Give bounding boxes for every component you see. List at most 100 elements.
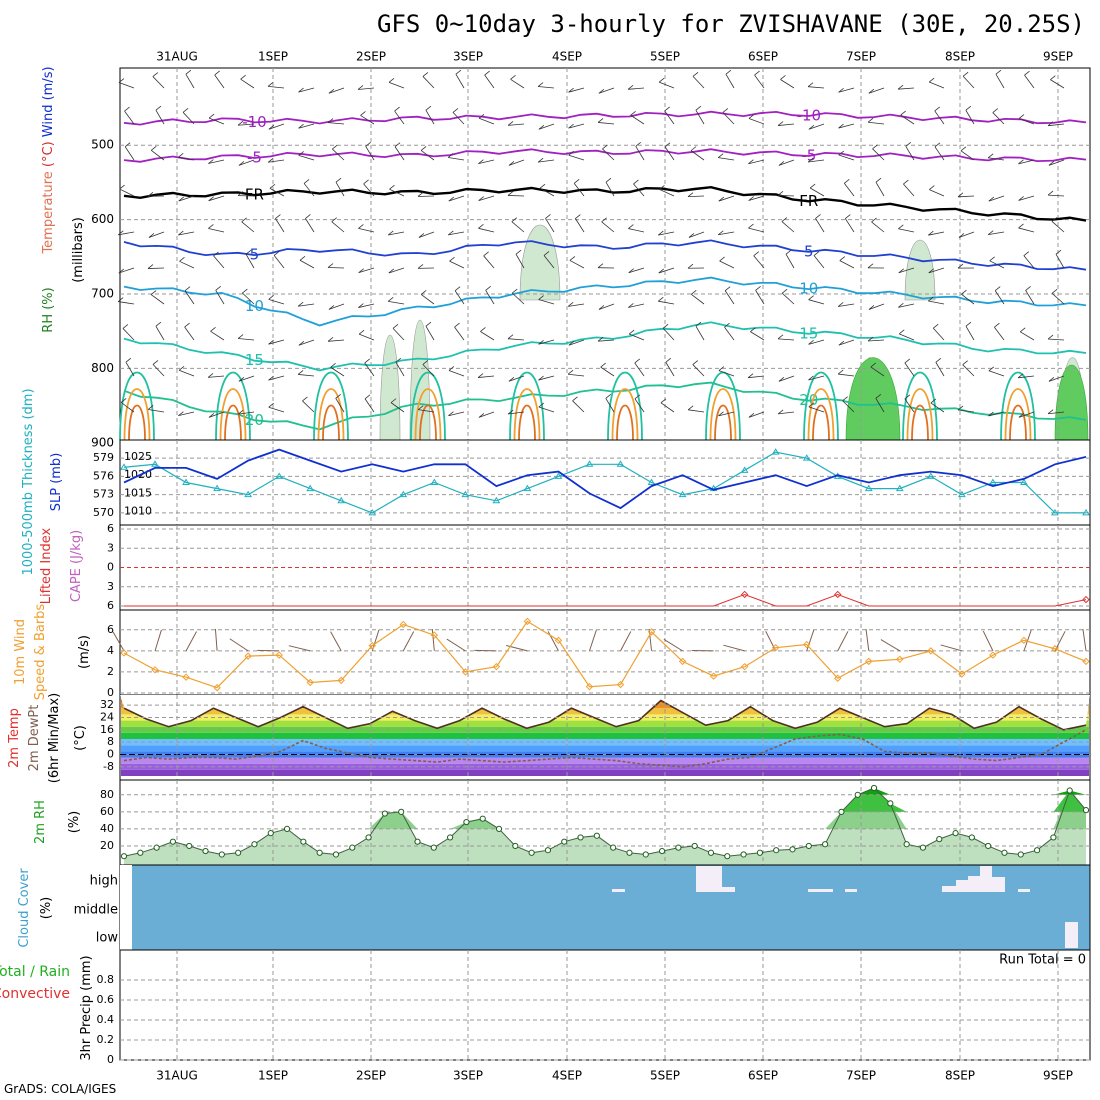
wind-barb — [539, 187, 555, 197]
wind-barb — [808, 86, 825, 89]
wind-barb — [122, 328, 135, 341]
surface-isotherm-loop — [1000, 371, 1036, 441]
isotherm-label: -5 — [801, 146, 816, 164]
surface-wind-barb — [214, 628, 218, 651]
date-label-top: 1SEP — [258, 50, 288, 64]
rh-point — [153, 844, 160, 851]
wind-barb — [568, 303, 585, 307]
wind-barb — [842, 400, 855, 413]
wind-barb-flag — [208, 224, 214, 229]
wind-barb — [478, 411, 495, 418]
wind-barb-flag — [118, 268, 125, 274]
wind-barb-flag — [478, 223, 484, 229]
surface-isotherm-loop — [224, 404, 242, 441]
li-tick-label: 0 — [107, 561, 114, 574]
wind-barb — [785, 253, 795, 269]
wind-speed-point — [275, 651, 283, 659]
wind-speed-point — [958, 670, 966, 678]
pressure-tick-label: 500 — [91, 138, 114, 152]
wind-barb — [394, 110, 405, 125]
wind-barb — [1018, 227, 1035, 233]
wind-barb-flag — [754, 70, 760, 76]
surface-isotherm-loop — [1004, 388, 1032, 441]
wind-speed-point — [616, 680, 625, 689]
wind-barb — [722, 112, 735, 125]
wind-barb-flag — [628, 268, 634, 274]
wind-barb-flag — [298, 87, 304, 93]
wind-barb — [268, 123, 285, 130]
wind-barb-flag — [150, 290, 157, 295]
rh-point — [642, 851, 649, 858]
precip-tick-label: 0 — [107, 1053, 114, 1066]
wind-barb — [778, 411, 795, 415]
wind-speed-point — [1082, 657, 1090, 666]
wind-barb — [813, 255, 825, 269]
isotherm--5 — [123, 148, 1087, 163]
surface-isotherm-loop — [709, 388, 737, 441]
wind-barb — [394, 146, 405, 161]
lifted-index-line — [124, 593, 1087, 607]
wind-barb-flag — [449, 256, 455, 262]
wind-barb-flag — [928, 268, 935, 274]
wind-barb-flag — [179, 257, 185, 262]
wind-barb-flag — [898, 303, 904, 308]
wind-barb-flag — [1023, 251, 1030, 256]
wind-barb-flag — [507, 121, 514, 126]
rh-point — [740, 851, 747, 858]
surface-isotherm-loop — [807, 388, 835, 441]
wind-barb-flag — [302, 396, 308, 402]
wind-barb — [422, 76, 435, 89]
isotherm-5 — [123, 239, 1087, 271]
axis-label-part: Wind (m/s) — [41, 66, 56, 137]
wind-barb-flag — [868, 305, 875, 310]
li-tick-label: 3 — [107, 541, 114, 554]
rh-point — [120, 853, 128, 860]
wind-speed-line — [123, 620, 1087, 689]
wind-barb — [687, 195, 705, 198]
wind-barb-flag — [1017, 373, 1024, 379]
wind-barb — [358, 87, 375, 90]
pressure-axis-label: (millibars) — [71, 217, 86, 283]
rh-point — [447, 834, 454, 841]
wind-barb — [958, 409, 975, 413]
wind-barb-flag — [1050, 75, 1056, 80]
wind-barb-flag — [839, 256, 846, 261]
date-label-bottom: 9SEP — [1043, 1069, 1073, 1083]
wind-axis-label-2: Speed & Barbs — [33, 604, 48, 701]
wind-barb-flag — [692, 360, 699, 365]
wind-barb — [268, 159, 285, 163]
axis-label-part: 3hr Precip (mm) — [79, 955, 94, 1060]
wind-barb — [298, 87, 315, 93]
wind-tick-label: 2 — [107, 665, 114, 678]
wind-barb-flag — [208, 113, 215, 119]
wind-barb-flag — [780, 75, 786, 80]
wind-barb — [573, 183, 585, 197]
surface-wind-barb — [837, 631, 849, 652]
wind-barb — [748, 159, 765, 165]
wind-barb — [868, 339, 885, 342]
wind-barb — [238, 375, 255, 382]
wind-barb-flag — [995, 69, 1002, 75]
date-label-bottom: 6SEP — [748, 1069, 778, 1083]
wind-barb — [868, 121, 885, 125]
wind-barb-flag — [961, 289, 967, 295]
wind-barb — [691, 293, 705, 305]
wind-barb — [988, 231, 1005, 236]
rh-point — [593, 832, 600, 839]
wind-barb — [718, 411, 735, 417]
cloud-cover-block — [942, 886, 956, 892]
wind-barb-flag — [695, 321, 702, 327]
wind-barb-flag — [148, 233, 155, 238]
wind-barb-flag — [215, 286, 221, 291]
wind-barb-flag — [392, 324, 399, 329]
temp-tick-label: -8 — [103, 760, 114, 773]
wind-barb — [332, 148, 345, 161]
precip-tick-label: 0.8 — [97, 973, 115, 986]
wind-barb — [124, 110, 135, 125]
axis-label-part: (6hr Min/Max) — [47, 693, 62, 783]
wind-barb — [298, 155, 315, 161]
wind-barb-flag — [658, 268, 665, 274]
rh-point — [349, 844, 356, 851]
surface-wind-barb — [185, 631, 197, 652]
wind-barb — [1048, 194, 1065, 197]
